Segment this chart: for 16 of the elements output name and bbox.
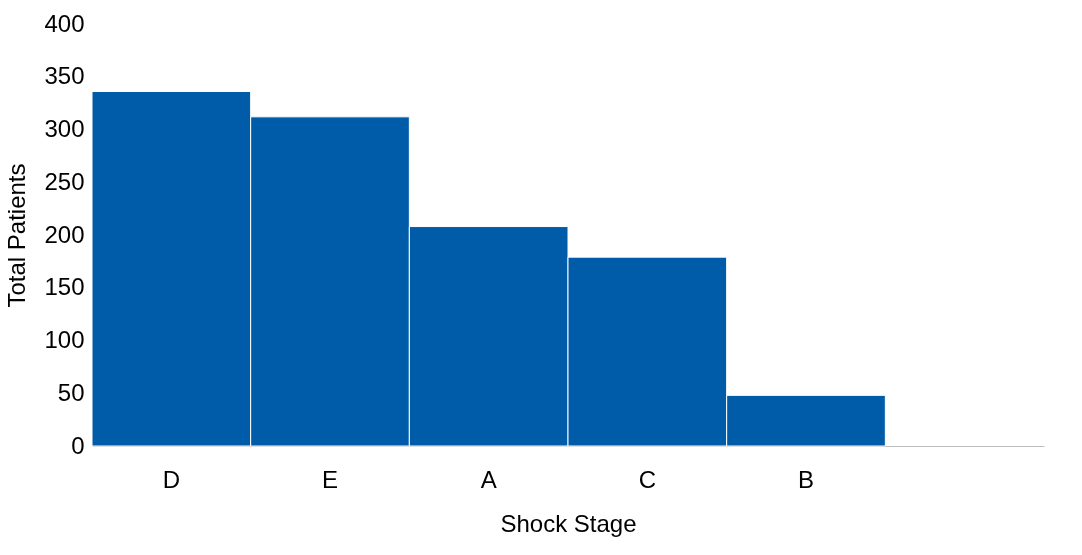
x-tick-label: E	[321, 465, 339, 493]
x-tick-label: C	[638, 465, 657, 493]
y-tick-label: 100	[44, 326, 85, 353]
x-tick-label: B	[797, 465, 815, 493]
x-tick-label: A	[480, 465, 497, 493]
y-tick-label: 200	[44, 220, 85, 248]
y-tick-label: 0	[71, 431, 85, 459]
x-tick-label: D	[162, 465, 181, 493]
y-tick-label: 400	[44, 9, 85, 37]
y-axis-title: Total Patients	[3, 163, 31, 308]
y-tick-label: 350	[44, 62, 85, 90]
y-tick-label: 150	[44, 273, 85, 301]
y-tick-label: 50	[57, 378, 85, 406]
y-tick-label: 300	[44, 115, 85, 142]
y-tick-label: 250	[44, 167, 85, 195]
x-axis-title: Shock Stage	[500, 509, 637, 537]
